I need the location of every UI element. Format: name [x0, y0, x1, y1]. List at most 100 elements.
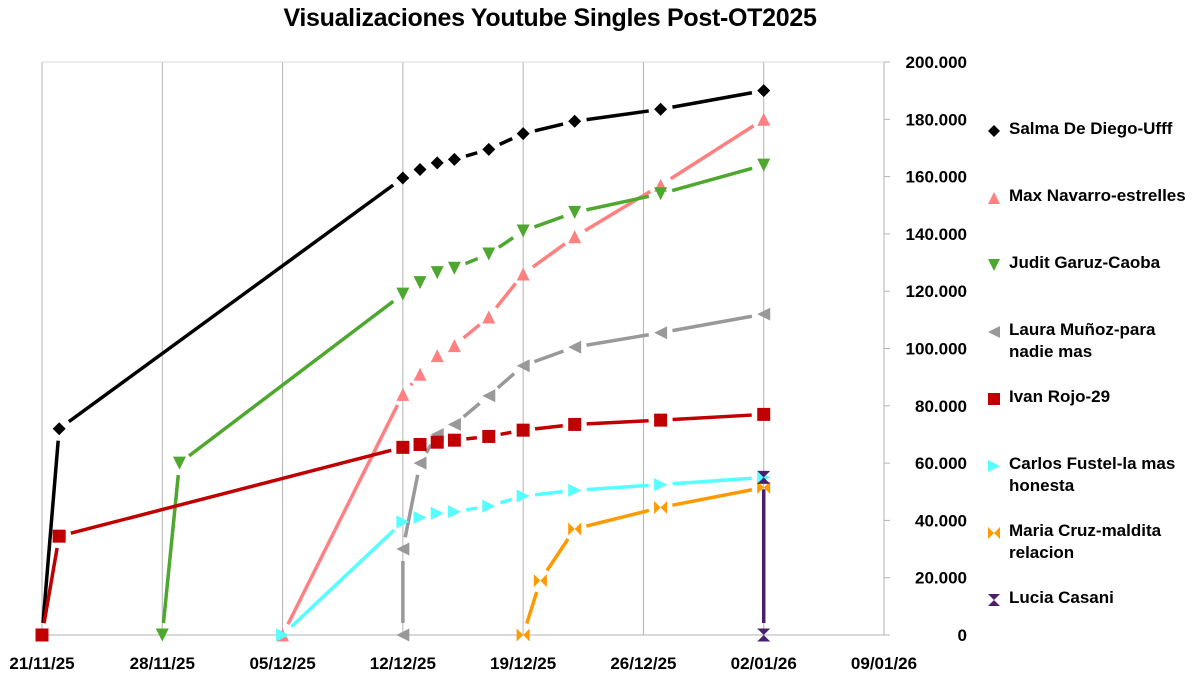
series-1-segment [531, 242, 566, 269]
series-2-segment [464, 256, 479, 266]
series-3-point [757, 307, 771, 321]
series-4-point [413, 437, 427, 451]
series-0-point [413, 162, 427, 176]
series-2-point [568, 205, 582, 219]
legend-marker [988, 259, 1000, 271]
series-4-segment [672, 413, 752, 422]
series-3-segment [403, 474, 420, 538]
series-4-point [447, 433, 461, 447]
series-5-segment [499, 497, 513, 505]
series-2-segment [161, 474, 181, 624]
series-0-point [52, 422, 66, 436]
series-4-segment [70, 448, 392, 535]
series-7-point [757, 628, 771, 642]
x-tick-label: 09/01/26 [851, 654, 917, 673]
series-6-point [654, 501, 668, 515]
x-tick-label: 05/12/25 [249, 654, 315, 673]
series-3-segment [533, 349, 565, 364]
series-5-point [482, 499, 496, 513]
y-tick-label: 140.000 [906, 225, 967, 244]
legend-label: Ivan Rojo-29 [1009, 387, 1111, 406]
series-3-point [396, 628, 410, 642]
x-tick-label: 02/01/26 [731, 654, 797, 673]
y-tick-label: 60.000 [915, 454, 967, 473]
legend-label: Lucia Casani [1009, 588, 1114, 607]
series-5-segment [290, 528, 396, 629]
series-2-point [430, 266, 444, 280]
series-2-point [482, 247, 496, 261]
series-4-segment [586, 418, 649, 426]
series-0-point [447, 152, 461, 166]
series-5-point [396, 515, 410, 529]
series-0-point [430, 156, 444, 170]
series-4-point [35, 628, 49, 642]
series-1-point [430, 349, 444, 363]
series-4-segment [42, 547, 59, 624]
y-tick-label: 120.000 [906, 282, 967, 301]
series-2-point [654, 187, 668, 201]
legend-label: Laura Muñoz-para nadie mas [1009, 320, 1156, 361]
series-6-segment [525, 591, 539, 625]
series-5-point [430, 506, 444, 520]
chart-title: Visualizaciones Youtube Singles Post-OT2… [283, 4, 817, 32]
series-5-point [568, 483, 582, 497]
series-3-point [482, 389, 496, 403]
x-tick-label: 19/12/25 [490, 654, 556, 673]
series-0-segment [498, 137, 513, 146]
series-4-segment [466, 436, 478, 441]
legend-label: Maria Cruz-maldita relacion [1009, 521, 1162, 562]
series-3-segment [586, 332, 650, 347]
legend-marker [988, 326, 1000, 338]
series-2-point [396, 287, 410, 301]
series-4-point [516, 423, 530, 437]
y-tick-label: 160.000 [906, 168, 967, 187]
series-2-point [413, 276, 427, 290]
series-1-segment [669, 124, 755, 181]
legend-label: Judit Garuz-Caoba [1009, 253, 1161, 272]
series-3-point [447, 417, 461, 431]
series-4-point [654, 413, 668, 427]
x-tick-label: 26/12/25 [610, 654, 676, 673]
y-tick-label: 0 [958, 626, 967, 645]
series-3-segment [496, 372, 516, 390]
x-tick-label: 28/11/25 [130, 654, 195, 673]
series-6-point [533, 574, 547, 588]
series-6-segment [545, 538, 570, 572]
series-3-segment [672, 314, 753, 333]
series-0-point [516, 127, 530, 141]
series-5-point [276, 628, 290, 642]
series-7-point [757, 470, 771, 484]
series-0-segment [672, 91, 753, 109]
series-2-point [172, 456, 186, 470]
x-tick-label: 12/12/25 [370, 654, 436, 673]
series-0-point [757, 84, 771, 98]
series-0-segment [67, 183, 395, 424]
series-4-point [52, 529, 66, 543]
series-3-point [413, 456, 427, 470]
series-3-point [396, 542, 410, 556]
series-2-point [447, 261, 461, 275]
legend-marker [988, 393, 1000, 405]
series-4-point [430, 435, 444, 449]
legend-marker [988, 125, 1000, 137]
series-2-segment [533, 214, 565, 229]
series-5-point [413, 511, 427, 525]
legend-label: Max Navarro-estrelles [1009, 186, 1186, 205]
series-4-segment [534, 424, 563, 431]
x-tick-label: 21/11/25 [9, 654, 74, 673]
series-0-point [396, 171, 410, 185]
y-tick-label: 80.000 [915, 397, 967, 416]
series-3-segment [462, 402, 481, 419]
series-2-segment [586, 194, 650, 212]
series-6-point [757, 480, 771, 494]
series-3-point [568, 340, 582, 354]
series-1-segment [286, 404, 400, 626]
series-5-segment [586, 483, 649, 492]
series-1-point [516, 267, 530, 281]
series-5-point [447, 505, 461, 519]
series-3-point [654, 326, 668, 340]
series-2-segment [187, 299, 395, 458]
series-4-point [757, 407, 771, 421]
y-tick-label: 200.000 [906, 53, 967, 72]
